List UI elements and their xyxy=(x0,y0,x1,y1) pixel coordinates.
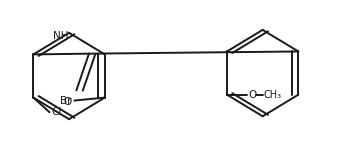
Text: Br: Br xyxy=(60,95,72,105)
Text: O: O xyxy=(63,97,72,107)
Text: Cl: Cl xyxy=(51,107,62,117)
Text: NH: NH xyxy=(54,31,69,41)
Text: O: O xyxy=(249,90,257,100)
Text: CH₃: CH₃ xyxy=(264,90,282,100)
